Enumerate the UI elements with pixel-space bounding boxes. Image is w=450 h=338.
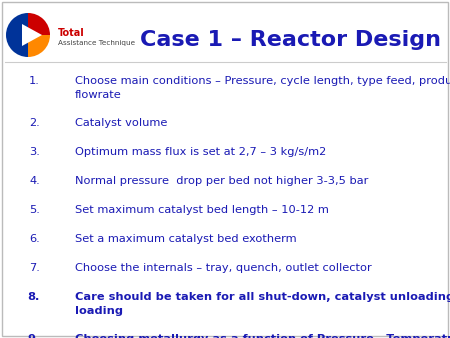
Text: Choose the internals – tray, quench, outlet collector: Choose the internals – tray, quench, out… <box>75 263 372 273</box>
Text: 9.: 9. <box>27 334 40 338</box>
Text: 8.: 8. <box>27 292 40 302</box>
Text: 3.: 3. <box>29 147 40 157</box>
Text: Set a maximum catalyst bed exotherm: Set a maximum catalyst bed exotherm <box>75 234 297 244</box>
Text: 7.: 7. <box>29 263 40 273</box>
Text: 6.: 6. <box>29 234 40 244</box>
Text: Catalyst volume: Catalyst volume <box>75 118 167 128</box>
Text: Assistance Technique: Assistance Technique <box>58 40 135 46</box>
Text: Care should be taken for all shut-down, catalyst unloading and
loading: Care should be taken for all shut-down, … <box>75 292 450 316</box>
Polygon shape <box>22 24 42 46</box>
Text: 1.: 1. <box>29 76 40 86</box>
Text: 4.: 4. <box>29 176 40 186</box>
Text: Set maximum catalyst bed length – 10-12 m: Set maximum catalyst bed length – 10-12 … <box>75 205 329 215</box>
Text: 5.: 5. <box>29 205 40 215</box>
Text: Normal pressure  drop per bed not higher 3-3,5 bar: Normal pressure drop per bed not higher … <box>75 176 369 186</box>
Wedge shape <box>6 13 28 57</box>
Text: Choosing metallurgy as a function of Pressure,  Temperature and
liquid/gas compo: Choosing metallurgy as a function of Pre… <box>75 334 450 338</box>
Text: Optimum mass flux is set at 2,7 – 3 kg/s/m2: Optimum mass flux is set at 2,7 – 3 kg/s… <box>75 147 326 157</box>
Wedge shape <box>28 35 50 57</box>
Wedge shape <box>28 13 50 35</box>
Text: 2.: 2. <box>29 118 40 128</box>
Text: Total: Total <box>58 28 85 38</box>
Text: Choose main conditions – Pressure, cycle length, type feed, product,
flowrate: Choose main conditions – Pressure, cycle… <box>75 76 450 100</box>
Text: Case 1 – Reactor Design: Case 1 – Reactor Design <box>140 30 441 50</box>
